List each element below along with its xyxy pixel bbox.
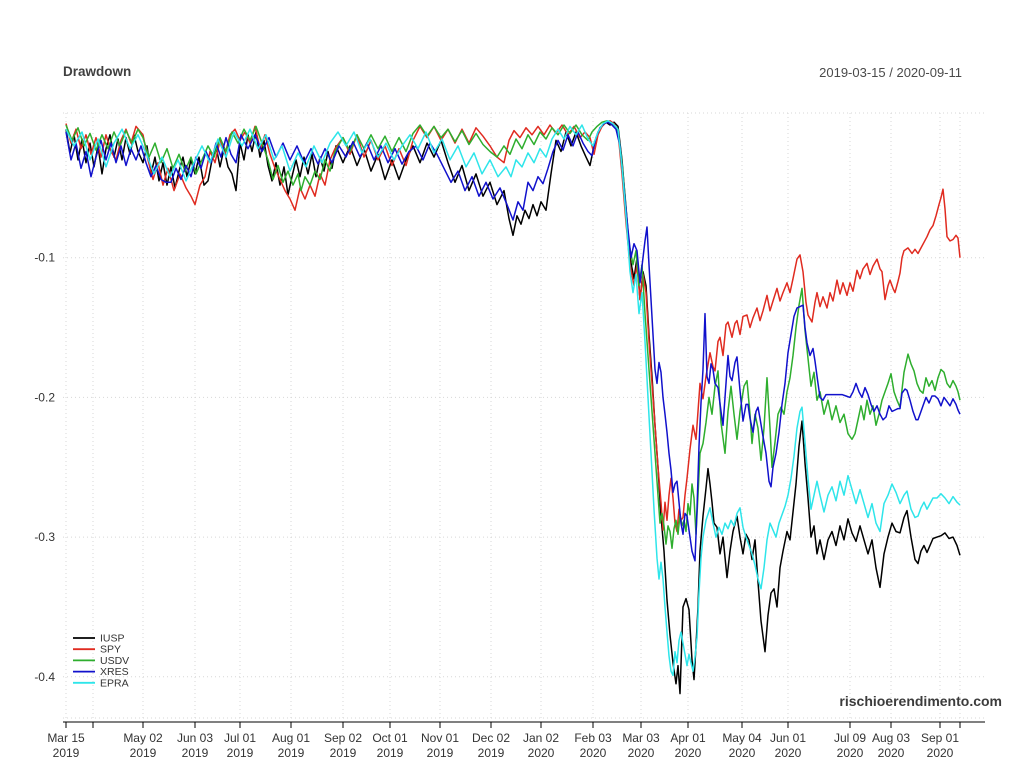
svg-text:Jun 01: Jun 01 (770, 731, 806, 745)
svg-text:Jul 09: Jul 09 (834, 731, 866, 745)
svg-text:2020: 2020 (878, 746, 905, 760)
watermark-text: rischioerendimento.com (839, 693, 1002, 709)
svg-text:May 02: May 02 (123, 731, 163, 745)
svg-text:2019: 2019 (478, 746, 505, 760)
y-axis-labels: -0.1 -0.2 -0.3 -0.4 (34, 251, 55, 684)
svg-text:Nov 01: Nov 01 (421, 731, 459, 745)
svg-text:Jul 01: Jul 01 (224, 731, 256, 745)
svg-text:2020: 2020 (775, 746, 802, 760)
svg-text:2020: 2020 (528, 746, 555, 760)
legend-item-spy: SPY (73, 644, 121, 656)
svg-text:2019: 2019 (130, 746, 157, 760)
svg-text:May 04: May 04 (722, 731, 762, 745)
svg-text:2020: 2020 (580, 746, 607, 760)
legend-label: USDV (100, 655, 129, 667)
legend-item-usdv: USDV (73, 655, 129, 667)
legend-label: EPRA (100, 677, 129, 689)
legend-item-epra: EPRA (73, 677, 129, 689)
svg-text:Aug 01: Aug 01 (272, 731, 310, 745)
svg-text:2019: 2019 (330, 746, 357, 760)
svg-text:2020: 2020 (729, 746, 756, 760)
gridlines (63, 112, 985, 720)
legend-item-iusp: IUSP (73, 633, 125, 645)
svg-text:2019: 2019 (377, 746, 404, 760)
series-line-xres (65, 121, 961, 562)
svg-text:2019: 2019 (427, 746, 454, 760)
svg-text:Aug 03: Aug 03 (872, 731, 910, 745)
legend-label: XRES (100, 666, 129, 678)
svg-text:-0.4: -0.4 (34, 670, 55, 684)
svg-text:Apr 01: Apr 01 (670, 731, 706, 745)
series-line-spy (65, 120, 961, 533)
svg-text:2020: 2020 (927, 746, 954, 760)
svg-text:2019: 2019 (182, 746, 209, 760)
svg-text:Mar 15: Mar 15 (47, 731, 85, 745)
svg-text:Mar 03: Mar 03 (622, 731, 660, 745)
page-title: Drawdown (63, 64, 132, 79)
series-line-epra (65, 120, 961, 677)
svg-text:2020: 2020 (675, 746, 702, 760)
svg-text:Jan 02: Jan 02 (523, 731, 559, 745)
svg-text:2019: 2019 (227, 746, 254, 760)
svg-text:Sep 01: Sep 01 (921, 731, 959, 745)
svg-text:-0.1: -0.1 (34, 251, 55, 265)
svg-text:Dec 02: Dec 02 (472, 731, 510, 745)
svg-text:Feb 03: Feb 03 (574, 731, 612, 745)
legend-label: SPY (100, 644, 121, 656)
svg-text:Sep 02: Sep 02 (324, 731, 362, 745)
svg-text:2020: 2020 (837, 746, 864, 760)
svg-text:Jun 03: Jun 03 (177, 731, 213, 745)
date-range-label: 2019-03-15 / 2020-09-11 (819, 65, 962, 80)
svg-text:2020: 2020 (628, 746, 655, 760)
legend-label: IUSP (100, 633, 125, 645)
svg-text:2019: 2019 (53, 746, 80, 760)
series-line-usdv (65, 120, 961, 550)
svg-text:Oct 01: Oct 01 (372, 731, 408, 745)
svg-text:-0.2: -0.2 (34, 390, 55, 404)
svg-text:-0.3: -0.3 (34, 530, 55, 544)
legend-item-xres: XRES (73, 666, 129, 678)
svg-text:2019: 2019 (278, 746, 305, 760)
x-axis (63, 721, 985, 728)
